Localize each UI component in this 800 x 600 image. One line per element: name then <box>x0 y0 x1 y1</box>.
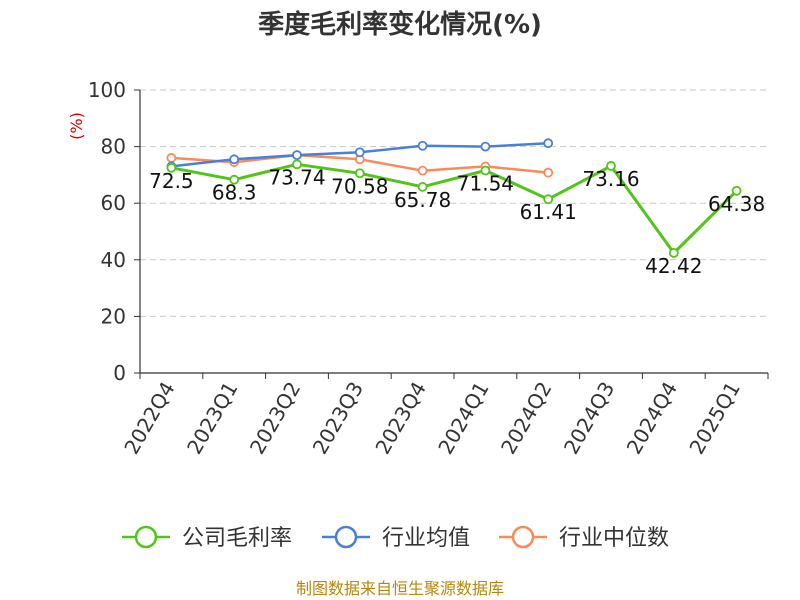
series-0-point-2023Q1 <box>229 174 240 185</box>
series-0-point-2023Q3 <box>354 168 365 179</box>
data-label-2024Q3: 73.16 <box>582 167 639 191</box>
y-tick-label-0: 0 <box>113 361 126 385</box>
data-label-2022Q4: 72.5 <box>149 169 194 193</box>
x-tick-label-2023Q2: 2023Q2 <box>245 378 305 459</box>
data-label-2023Q1: 68.3 <box>212 181 257 205</box>
series-1-point-2023Q4 <box>417 140 428 151</box>
series-0-point-2023Q2 <box>292 159 302 170</box>
source-note: 制图数据来自恒生聚源数据库 <box>296 579 504 598</box>
series-0-point-2022Q4 <box>166 162 177 173</box>
x-tick-label-2024Q1: 2024Q1 <box>433 378 493 459</box>
legend-marker-1 <box>334 525 358 549</box>
series-0-point-2024Q1 <box>480 165 491 176</box>
data-label-2024Q4: 42.42 <box>645 254 702 278</box>
y-axis-label: (%) <box>67 112 86 140</box>
data-label-2025Q1: 64.38 <box>708 192 765 216</box>
series-0-point-2024Q3 <box>606 161 616 171</box>
y-tick-label-40: 40 <box>101 248 126 272</box>
legend-label-0: 公司毛利率 <box>182 526 292 551</box>
x-tick-label-2022Q4: 2022Q4 <box>119 378 179 459</box>
data-label-2023Q2: 73.74 <box>268 165 325 189</box>
x-tick-label-2023Q4: 2023Q4 <box>370 378 430 459</box>
series-0-point-2025Q1 <box>731 185 742 196</box>
y-tick-label-80: 80 <box>101 135 126 159</box>
data-label-2024Q1: 71.54 <box>457 172 514 196</box>
x-tick-label-2023Q1: 2023Q1 <box>182 378 242 459</box>
legend-label-2: 行业中位数 <box>559 526 669 551</box>
data-label-2023Q3: 70.58 <box>331 174 388 198</box>
legend: 公司毛利率 行业均值 行业中位数 <box>122 525 669 551</box>
legend-marker-0 <box>134 525 158 549</box>
series-0-point-2024Q2 <box>543 194 554 205</box>
series-2-point-2024Q2 <box>543 167 554 178</box>
series-1-point-2024Q2 <box>543 138 554 149</box>
series-0-point-2023Q4 <box>417 181 428 192</box>
x-tick-label-2024Q3: 2024Q3 <box>559 378 619 459</box>
chart-title: 季度毛利率变化情况(%) <box>258 9 542 40</box>
grid-lines <box>140 89 768 317</box>
series-group <box>166 138 742 258</box>
x-tick-label-2025Q1: 2025Q1 <box>684 378 744 459</box>
x-tick-label-2024Q4: 2024Q4 <box>622 378 682 459</box>
series-line-0 <box>171 162 738 255</box>
series-1-point-2023Q2 <box>292 150 302 160</box>
data-label-2024Q2: 61.41 <box>520 200 577 224</box>
y-tick-label-100: 100 <box>88 78 126 102</box>
series-1-point-2024Q1 <box>480 141 491 152</box>
series-1-point-2023Q1 <box>229 154 240 165</box>
y-tick-label-20: 20 <box>101 304 126 328</box>
x-tick-label-2024Q2: 2024Q2 <box>496 378 556 459</box>
series-0-point-2024Q4 <box>668 248 679 258</box>
legend-marker-2 <box>511 525 535 549</box>
series-1-point-2023Q3 <box>354 147 365 158</box>
series-2-point-2022Q4 <box>166 153 177 163</box>
y-tick-label-60: 60 <box>101 191 126 215</box>
data-label-2023Q4: 65.78 <box>394 188 451 212</box>
series-2-point-2023Q4 <box>417 165 428 176</box>
x-tick-label-2023Q3: 2023Q3 <box>308 378 368 459</box>
legend-label-1: 行业均值 <box>382 526 470 551</box>
